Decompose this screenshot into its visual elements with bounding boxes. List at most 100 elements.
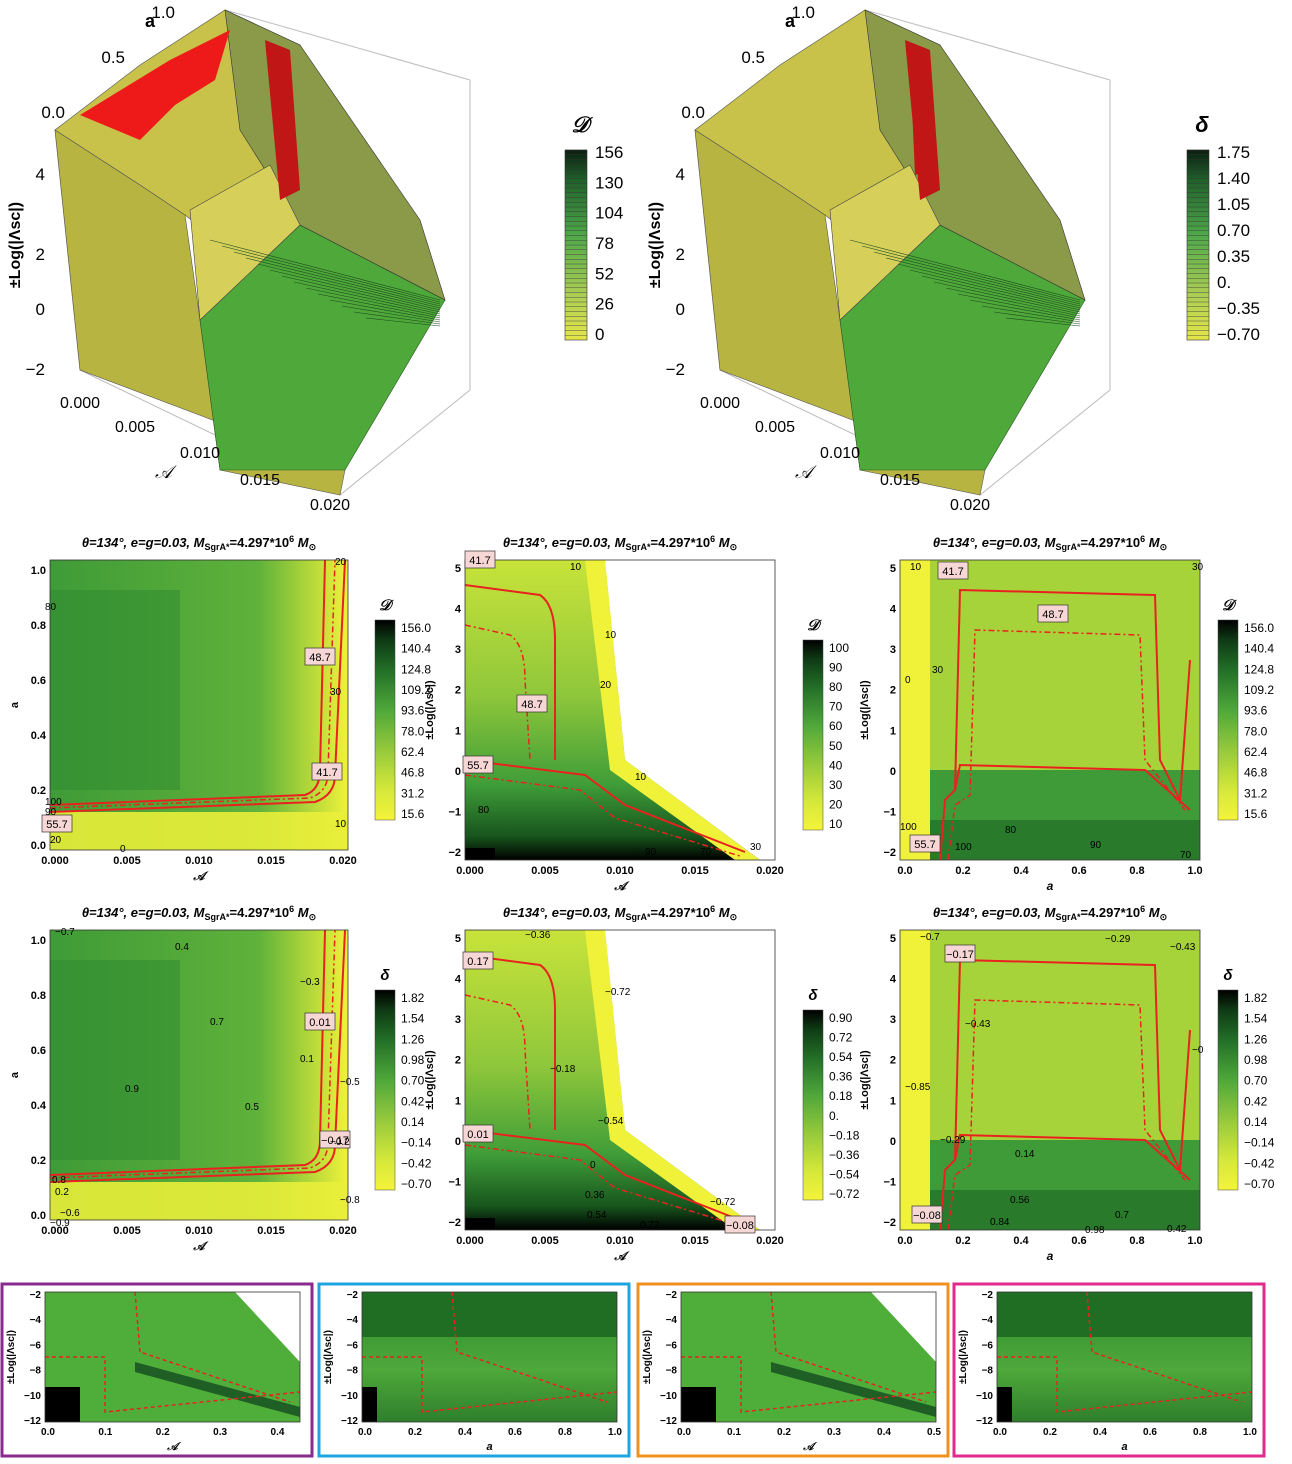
chart-title: θ=134°, e=g=0.03, MSgrA*=4.297*106 M⊙ [933,904,1167,922]
contour-value-label: −0.29 [940,1135,966,1146]
y-axis-label: ±Log(|Λsc|) [642,1330,653,1384]
plot-frame [899,559,1201,861]
contour-line-dashed [997,1356,1253,1413]
plot-frame [361,1291,618,1423]
y-tick-label: −10 [24,1391,41,1402]
x-tick-label: 0.3 [213,1427,227,1438]
y-tick-label: −12 [341,1416,358,1427]
zoom-frame [636,1282,950,1458]
legend-tick-label: 0. [1217,273,1231,292]
y-tick-label: 0 [455,766,461,778]
contour-label-box [462,755,494,774]
contour-label-box [1037,604,1069,623]
contour-label: 41.7 [316,767,337,779]
x-tick-label: 0.000 [456,1235,484,1247]
y-tick-label: −4 [666,1315,678,1326]
x-tick-label: 1.0 [608,1427,622,1438]
legend-tick-label: 0.70 [1244,1074,1268,1088]
legend-tick-label: 1.05 [1217,195,1250,214]
contour-label: 55.7 [467,760,488,772]
legend-tick-label: 26 [595,295,614,314]
x-tick-label: 0.015 [240,472,280,489]
y-tick-label: −1 [448,1176,461,1188]
contour-label: 41.7 [942,566,963,578]
y-tick-label: 0 [890,1136,896,1148]
z-tick-label: 0 [36,300,45,319]
y-axis-label: ±Log(|Λsc|) [859,680,871,740]
legend-tick-label: 0.42 [401,1094,425,1108]
contour-label: 0.01 [467,1129,488,1141]
contour-label: −0.08 [913,1210,941,1222]
x-tick-label: 0.4 [458,1427,472,1438]
y-tick-label: −4 [347,1315,359,1326]
contour-value-label: −0.72 [605,987,631,998]
y-tick-label: 0.4 [31,1100,47,1112]
contour-line-solid [464,759,746,853]
x-axis-label: 𝒜 [613,879,630,893]
y-tick-label: −8 [30,1366,42,1377]
legend-tick-label: 124.8 [1244,662,1274,676]
c1-contour-plot: 0.000 0.005 0.010 0.015 0.020 0.0 0.2 0.4 0.6 0.8… [9,534,431,883]
contour-value-label: −0.7 [55,927,75,938]
y-tick-label: 4 [890,604,897,616]
chart-title: θ=134°, e=g=0.03, MSgrA*=4.297*106 M⊙ [82,904,316,922]
legend-tick-label: 90 [829,661,843,675]
surface-red-region [80,30,230,140]
contour-value-label: 0.98 [1085,1225,1105,1236]
legend-tick-label: 0.90 [829,1011,853,1025]
contour-label-box [311,762,343,781]
surface-contour-line [1005,317,1081,327]
legend-tick-label: 1.54 [1244,1012,1268,1026]
legend-tick-label: 156 [595,143,623,162]
x-tick-label: 0.1 [98,1427,112,1438]
x-tick-label: 1.0 [1187,865,1202,877]
y-tick-label: 5 [455,563,461,575]
legend-title: 𝒟 [807,617,822,634]
y-tick-label: 0.0 [31,840,46,852]
contour-value-label: 0.1 [300,1054,314,1065]
z-tick-label: 4 [676,165,685,184]
y-tick-label: 3 [890,1014,896,1026]
surface-contour-line [885,257,1081,307]
y-tick-label: −2 [448,1217,461,1229]
contour-line-dashed [464,624,531,761]
legend-tick-label: 1.54 [401,1012,425,1026]
y-tick-label: 1 [890,1095,896,1107]
y-tick-label: −12 [976,1416,993,1427]
contour-value-label: −0.85 [905,1082,931,1093]
surface-contour-line [981,305,1081,323]
heatmap-black-corner [997,1387,1012,1422]
x-axis-label: a [1047,1249,1054,1263]
x-tick-label: 0.000 [700,395,740,412]
contour-value-label: −0.18 [550,1064,576,1075]
x-tick-label: 0.010 [185,1225,213,1237]
plot-frame [680,1291,937,1423]
legend-tick-label: 46.8 [1244,766,1268,780]
legend-tick-label: 1.82 [401,991,425,1005]
legend-tick-label: 130 [595,173,623,192]
y-tick-label: −6 [30,1340,42,1351]
legend-tick-label: 0.98 [401,1053,425,1067]
legend-tick-label: 50 [829,739,843,753]
surface-contour-line [861,245,1081,303]
surface-red-band [265,40,300,200]
legend-colorbar [374,989,396,1191]
z1-zoom-plot: 0.0 0.1 0.2 0.3 0.4 −2 −4 −6 −8 −10 −12 𝒜 ±Log(|Λsc|… [0,1282,314,1458]
contour-value-label: 30 [932,665,944,676]
legend-tick-label: 0.54 [829,1050,853,1064]
legend-tick-label: 78 [595,234,614,253]
contour-label-box [944,944,976,963]
contour-line-solid [464,584,556,760]
x-tick-label: 0.2 [777,1427,791,1438]
surface-step [189,164,301,321]
legend-colorbar [802,639,824,831]
y-tick-label: −1 [883,806,896,818]
legend-tick-label: 0 [595,325,604,344]
surface-contour-line [305,287,441,317]
legend-tick-label: 30 [829,778,843,792]
chart-title: θ=134°, e=g=0.03, MSgrA*=4.297*106 M⊙ [503,904,737,922]
y-tick-label: 1 [455,725,461,737]
heatmap-black-corner [45,1387,80,1422]
x-axis-label: 𝒜 [802,1441,818,1453]
x-tick-label: 0.010 [606,865,634,877]
